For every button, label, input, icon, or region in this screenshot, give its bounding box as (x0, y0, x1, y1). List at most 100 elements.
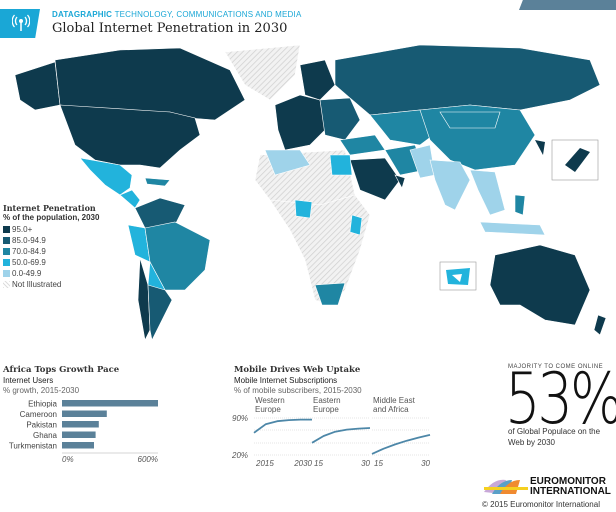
legend-swatch (3, 248, 10, 255)
logo-line-1: EUROMONITOR (530, 476, 606, 487)
bar (62, 410, 107, 417)
x-tick-label: 30 (361, 459, 370, 468)
bar-label: Turkmenistan (9, 442, 57, 451)
growth-chart-unit: % growth, 2015-2030 (3, 386, 80, 395)
mobile-chart-subtitle: Mobile Internet Subscriptions (234, 376, 338, 385)
series-line (371, 434, 431, 455)
mobile-chart-title: Mobile Drives Web Uptake (234, 365, 361, 375)
sub-saharan-africa (269, 194, 371, 306)
x-tick-label: 15 (314, 459, 323, 468)
world-map (14, 44, 607, 341)
bar (62, 442, 94, 449)
mongolia (439, 111, 501, 129)
kicker-brand: DATAGRAPHIC (52, 10, 113, 19)
x-tick-label: 2015 (255, 459, 274, 468)
legend-label: Not Illustrated (12, 280, 62, 289)
legend-item: 70.0-84.9 (3, 246, 99, 257)
legend-item: Not Illustrated (3, 279, 99, 290)
legend-label: 95.0+ (12, 225, 33, 234)
mobile-line-chart: 90% 20% Western Europe 2015 2030 Eastern Europe… (231, 396, 431, 468)
legend-item: 0.0-49.9 (3, 268, 99, 279)
legend-label: 85.0-94.9 (12, 236, 46, 245)
bar-label: Ethiopia (28, 400, 57, 409)
morocco-algeria (264, 149, 311, 176)
top-accent-bar (519, 0, 616, 10)
x-tick-label: 2030 (293, 459, 312, 468)
x-tick-label: 600% (138, 455, 158, 464)
central-america (119, 189, 141, 209)
panel-title: Eastern Europe (313, 396, 341, 414)
legend-item: 95.0+ (3, 224, 99, 235)
legend-swatch (3, 259, 10, 266)
egypt (329, 154, 353, 176)
growth-chart-subtitle: Internet Users (3, 376, 54, 385)
legend-swatch (3, 270, 10, 277)
legend-label: 70.0-84.9 (12, 247, 46, 256)
gulf (394, 174, 406, 189)
alaska (14, 61, 61, 111)
indonesia (479, 221, 546, 236)
legend-swatch (3, 237, 10, 244)
map-legend: Internet Penetration % of the population… (3, 203, 99, 290)
saudi-arabia (349, 157, 401, 201)
callout-text: of Global Populace on the Web by 2030 (508, 427, 601, 447)
caribbean (144, 177, 171, 187)
scandinavia (299, 59, 336, 101)
colombia-venezuela (134, 197, 186, 229)
callout-kicker: MAJORITY TO COME ONLINE (508, 364, 604, 370)
western-europe (274, 94, 326, 151)
southeast-asia (469, 169, 506, 216)
panel-title: Western Europe (255, 396, 285, 414)
argentina (147, 284, 173, 341)
bar-label: Ghana (33, 431, 58, 440)
kicker-category: TECHNOLOGY, COMMUNICATIONS AND MEDIA (114, 10, 302, 19)
bar-label: Cameroon (20, 410, 57, 419)
legend-label: 0.0-49.9 (12, 269, 42, 278)
kenya (349, 214, 363, 236)
series-line (311, 427, 371, 444)
x-tick-label: 15 (374, 459, 383, 468)
header-kicker: DATAGRAPHIC TECHNOLOGY, COMMUNICATIONS A… (52, 10, 302, 19)
new-zealand (593, 314, 607, 336)
united-states (59, 104, 201, 169)
series-line (253, 418, 312, 434)
eastern-europe (319, 97, 361, 141)
chile (137, 257, 151, 341)
russia (334, 44, 601, 116)
india (429, 159, 471, 211)
bar (62, 400, 158, 407)
x-tick-label: 30 (421, 459, 430, 468)
legend-swatch (3, 226, 10, 233)
euromonitor-logo-icon (484, 479, 528, 494)
legend-item: 50.0-69.9 (3, 257, 99, 268)
legend-title: Internet Penetration (3, 203, 96, 213)
legend-subtitle: % of the population, 2030 (3, 213, 100, 222)
logo-line-2: INTERNATIONAL (530, 486, 611, 497)
mexico (79, 157, 133, 196)
philippines (514, 194, 526, 216)
x-tick-label: 0% (62, 455, 74, 464)
y-tick-label: 20% (231, 451, 248, 460)
taiwan-hongkong-inset (439, 261, 477, 291)
bar (62, 421, 99, 428)
panel-title: Middle East and Africa (373, 396, 416, 414)
legend-swatch (3, 281, 10, 288)
japan-korea-inset (535, 139, 599, 181)
copyright: © 2015 Euromonitor International (482, 500, 600, 509)
legend-item: 85.0-94.9 (3, 235, 99, 246)
australia (489, 244, 591, 326)
greenland (224, 44, 301, 101)
growth-chart-title: Africa Tops Growth Pace (3, 365, 120, 375)
logo-wordmark: EUROMONITOR INTERNATIONAL (530, 477, 611, 497)
south-africa (314, 282, 346, 306)
legend-label: 50.0-69.9 (12, 258, 46, 267)
broadcast-antenna-icon (12, 14, 30, 31)
bar (62, 431, 96, 438)
y-tick-label: 90% (232, 414, 248, 423)
page-title: Global Internet Penetration in 2030 (52, 21, 288, 36)
nigeria (294, 199, 313, 219)
mobile-chart-unit: % of mobile subscribers, 2015-2030 (234, 386, 362, 395)
callout-value: 53% (505, 358, 616, 440)
